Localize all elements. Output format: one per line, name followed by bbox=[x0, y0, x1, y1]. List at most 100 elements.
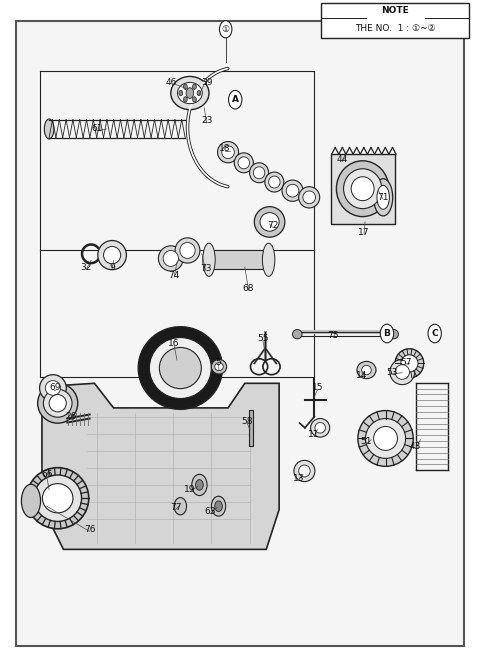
Bar bbox=[331, 154, 395, 224]
Ellipse shape bbox=[377, 185, 389, 209]
Ellipse shape bbox=[401, 355, 418, 372]
Text: 72: 72 bbox=[267, 221, 278, 229]
Ellipse shape bbox=[299, 187, 320, 208]
Text: 26: 26 bbox=[65, 412, 76, 421]
Text: 39: 39 bbox=[201, 78, 212, 87]
Ellipse shape bbox=[44, 119, 54, 139]
Text: 53: 53 bbox=[386, 368, 397, 377]
Ellipse shape bbox=[45, 381, 60, 396]
Ellipse shape bbox=[294, 460, 315, 482]
Ellipse shape bbox=[171, 77, 209, 109]
Ellipse shape bbox=[253, 167, 265, 179]
Text: 73: 73 bbox=[200, 264, 211, 273]
Text: 61: 61 bbox=[91, 125, 103, 133]
Text: 9: 9 bbox=[109, 263, 115, 271]
Circle shape bbox=[219, 21, 232, 38]
Circle shape bbox=[380, 324, 394, 343]
Text: 19: 19 bbox=[184, 485, 196, 494]
Polygon shape bbox=[42, 384, 279, 550]
Circle shape bbox=[183, 97, 187, 102]
Ellipse shape bbox=[269, 176, 280, 188]
Ellipse shape bbox=[303, 191, 315, 203]
Text: B: B bbox=[384, 329, 390, 338]
Ellipse shape bbox=[211, 360, 227, 374]
Ellipse shape bbox=[159, 348, 201, 389]
Text: 23: 23 bbox=[201, 117, 212, 125]
Text: 18: 18 bbox=[219, 144, 230, 153]
Ellipse shape bbox=[373, 179, 393, 216]
Ellipse shape bbox=[158, 246, 183, 271]
Ellipse shape bbox=[39, 375, 66, 402]
Ellipse shape bbox=[250, 163, 269, 183]
Ellipse shape bbox=[203, 243, 215, 276]
Bar bbox=[209, 251, 269, 269]
Circle shape bbox=[174, 498, 187, 515]
Ellipse shape bbox=[395, 365, 409, 380]
Text: 55: 55 bbox=[257, 334, 269, 344]
Ellipse shape bbox=[175, 238, 200, 263]
Ellipse shape bbox=[315, 422, 325, 433]
Ellipse shape bbox=[178, 83, 202, 103]
Ellipse shape bbox=[104, 247, 120, 263]
Ellipse shape bbox=[254, 207, 285, 237]
Ellipse shape bbox=[344, 169, 382, 209]
Text: A: A bbox=[232, 95, 239, 104]
Text: NOTE: NOTE bbox=[381, 7, 409, 15]
Ellipse shape bbox=[27, 468, 89, 529]
Ellipse shape bbox=[98, 241, 126, 269]
Text: 63: 63 bbox=[204, 507, 216, 516]
Ellipse shape bbox=[180, 243, 195, 258]
Text: 51: 51 bbox=[360, 438, 372, 446]
Ellipse shape bbox=[395, 349, 424, 378]
Circle shape bbox=[228, 91, 242, 109]
Text: 32: 32 bbox=[81, 263, 92, 271]
Text: 76: 76 bbox=[84, 525, 96, 534]
Text: 66: 66 bbox=[41, 470, 52, 479]
Text: 75: 75 bbox=[327, 331, 339, 340]
Text: 43: 43 bbox=[410, 442, 421, 451]
Text: 15: 15 bbox=[312, 384, 323, 392]
Ellipse shape bbox=[373, 426, 397, 450]
Text: 68: 68 bbox=[243, 284, 254, 293]
Ellipse shape bbox=[389, 329, 398, 339]
Bar bbox=[249, 410, 253, 446]
Ellipse shape bbox=[282, 180, 303, 201]
Text: 13: 13 bbox=[292, 474, 304, 483]
Ellipse shape bbox=[351, 177, 374, 201]
Circle shape bbox=[179, 91, 183, 95]
Ellipse shape bbox=[362, 366, 371, 375]
Ellipse shape bbox=[286, 184, 299, 197]
Text: C: C bbox=[432, 329, 438, 338]
Ellipse shape bbox=[365, 418, 406, 458]
Ellipse shape bbox=[260, 213, 279, 231]
Text: 69: 69 bbox=[49, 384, 60, 392]
Text: 58: 58 bbox=[241, 417, 253, 426]
Circle shape bbox=[428, 324, 442, 343]
Ellipse shape bbox=[311, 418, 330, 437]
Ellipse shape bbox=[215, 363, 223, 371]
Text: 14: 14 bbox=[356, 371, 367, 380]
Ellipse shape bbox=[336, 161, 389, 217]
Ellipse shape bbox=[292, 329, 302, 339]
Ellipse shape bbox=[22, 484, 40, 518]
Text: 77: 77 bbox=[170, 503, 181, 512]
Circle shape bbox=[192, 84, 196, 89]
Text: 17: 17 bbox=[359, 228, 370, 237]
Bar bbox=[321, 3, 469, 38]
Text: 16: 16 bbox=[168, 339, 180, 348]
Text: 71: 71 bbox=[377, 193, 389, 202]
Circle shape bbox=[186, 88, 194, 98]
Ellipse shape bbox=[34, 475, 82, 522]
Ellipse shape bbox=[163, 251, 179, 266]
Ellipse shape bbox=[37, 384, 78, 423]
Circle shape bbox=[215, 501, 222, 512]
Text: 74: 74 bbox=[168, 271, 180, 279]
Ellipse shape bbox=[358, 411, 413, 466]
Ellipse shape bbox=[263, 243, 275, 276]
Circle shape bbox=[192, 474, 207, 496]
Text: 5: 5 bbox=[216, 358, 221, 367]
Ellipse shape bbox=[217, 141, 239, 163]
Ellipse shape bbox=[390, 360, 415, 385]
Ellipse shape bbox=[49, 395, 66, 412]
Ellipse shape bbox=[222, 146, 234, 159]
